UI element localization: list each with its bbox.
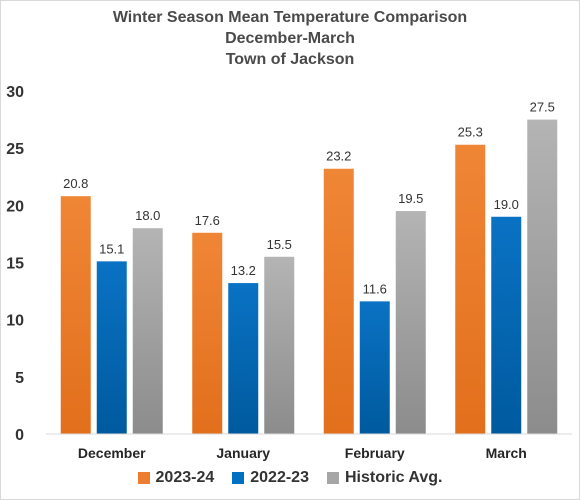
bar-historic-avg--december [132, 228, 163, 434]
data-label: 23.2 [326, 149, 351, 164]
legend-item-2023-24: 2023-24 [137, 469, 215, 487]
data-label: 25.3 [458, 125, 483, 140]
x-axis: December January February March [46, 433, 572, 461]
chart-title-block: Winter Season Mean Temperature Compariso… [0, 7, 580, 70]
y-tick-label: 20 [6, 198, 24, 215]
y-axis: 0 5 10 15 20 25 30 [6, 84, 24, 444]
data-label: 17.6 [195, 213, 220, 228]
x-category-label: December [78, 445, 146, 461]
data-label: 13.2 [231, 263, 256, 278]
x-category-label: March [486, 445, 527, 461]
x-category-label: January [216, 445, 270, 461]
data-label: 15.5 [267, 237, 292, 252]
y-tick-label: 5 [15, 370, 24, 387]
data-label: 15.1 [99, 241, 124, 256]
legend-label: 2023-24 [155, 469, 215, 486]
legend-item-2022-23: 2022-23 [232, 469, 309, 487]
data-label: 27.5 [530, 100, 555, 115]
bar-historic-avg--january [264, 256, 295, 434]
y-tick-label: 0 [15, 427, 24, 444]
data-labels: 20.8 15.1 18.0 17.6 13.2 15.5 23.2 11.6 19.5 25.3… [63, 100, 555, 297]
bar-2023-24-december [60, 196, 91, 434]
bar-historic-avg--march [527, 119, 558, 434]
chart-subtitle-2: Town of Jackson [225, 51, 355, 68]
data-label: 20.8 [63, 176, 88, 191]
legend-label: 2022-23 [250, 469, 309, 486]
bar-2022-23-march [491, 216, 522, 434]
bar-historic-avg--february [395, 211, 426, 434]
legend: 2023-24 2022-23 Historic Avg. [0, 469, 580, 487]
legend-swatch-gray [326, 472, 339, 484]
legend-label: Historic Avg. [344, 469, 443, 486]
x-category-label: February [345, 445, 405, 461]
data-label: 19.5 [398, 191, 423, 206]
chart-title: Winter Season Mean Temperature Compariso… [112, 9, 468, 26]
chart-subtitle: December-March [225, 30, 355, 47]
legend-item-historic-avg: Historic Avg. [326, 469, 443, 487]
legend-swatch-blue [232, 472, 245, 484]
y-tick-label: 10 [6, 313, 24, 330]
bar-2023-24-march [455, 144, 486, 434]
y-tick-label: 15 [6, 256, 24, 273]
y-tick-label: 25 [6, 141, 24, 158]
bar-2023-24-february [323, 168, 354, 434]
bar-2022-23-january [228, 283, 259, 434]
data-label: 18.0 [135, 208, 160, 223]
data-label: 19.0 [494, 197, 519, 212]
bar-2022-23-december [96, 261, 127, 434]
bar-2022-23-february [359, 301, 390, 434]
legend-swatch-orange [137, 472, 150, 484]
y-tick-label: 30 [6, 84, 24, 101]
bar-2023-24-january [192, 232, 223, 434]
data-label: 11.6 [363, 281, 387, 296]
bars [60, 119, 558, 434]
